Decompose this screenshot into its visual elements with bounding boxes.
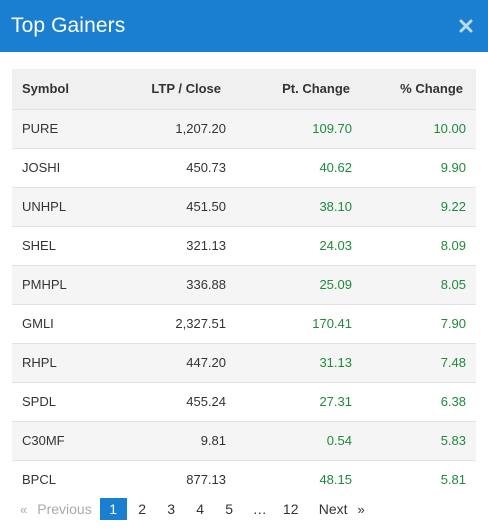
- header-pct-change[interactable]: % Change: [400, 81, 463, 97]
- header-ltp[interactable]: LTP / Close: [151, 81, 221, 97]
- cell-ltp: 336.88: [186, 277, 226, 292]
- cell-ltp: 9.81: [200, 433, 226, 448]
- table-row[interactable]: PMHPL 336.88 25.09 8.05: [12, 265, 476, 304]
- close-icon[interactable]: [456, 16, 476, 36]
- cell-ltp: 455.24: [186, 394, 226, 409]
- cell-symbol: JOSHI: [22, 160, 61, 175]
- table-row[interactable]: GMLI 2,327.51 170.41 7.90: [12, 304, 476, 343]
- pagination: « Previous 1 2 3 4 5 … 12 Next »: [12, 498, 369, 520]
- cell-pt-change: 48.15: [319, 472, 352, 488]
- cell-pct-change: 10.00: [433, 121, 466, 136]
- previous-page-button[interactable]: « Previous: [12, 498, 100, 520]
- cell-symbol: SPDL: [22, 394, 56, 409]
- cell-pt-change: 40.62: [319, 160, 352, 175]
- cell-symbol: GMLI: [22, 316, 54, 331]
- cell-pt-change: 27.31: [319, 394, 352, 409]
- cell-pt-change: 31.13: [319, 355, 352, 370]
- previous-chevron-icon: «: [20, 501, 28, 517]
- cell-symbol: SHEL: [22, 238, 56, 253]
- modal-title: Top Gainers: [11, 14, 126, 37]
- table-row[interactable]: SHEL 321.13 24.03 8.09: [12, 226, 476, 265]
- page-5-button[interactable]: 5: [225, 501, 234, 517]
- cell-pct-change: 8.05: [440, 277, 466, 292]
- gainers-table-container: Symbol LTP / Close Pt. Change % Change P…: [12, 69, 476, 499]
- next-label: Next: [318, 501, 348, 517]
- next-page-button[interactable]: Next »: [309, 498, 369, 520]
- cell-pt-change: 0.54: [326, 433, 352, 448]
- cell-pct-change: 7.90: [440, 316, 466, 331]
- previous-label: Previous: [37, 501, 92, 517]
- cell-pt-change: 109.70: [312, 121, 352, 136]
- cell-symbol: PMHPL: [22, 277, 67, 292]
- cell-ltp: 450.73: [186, 160, 226, 175]
- close-icon-glyph: [459, 19, 473, 33]
- page-2-button[interactable]: 2: [138, 501, 147, 517]
- cell-pt-change: 170.41: [312, 316, 352, 331]
- gainers-table: Symbol LTP / Close Pt. Change % Change P…: [12, 69, 476, 499]
- cell-symbol: C30MF: [22, 433, 65, 448]
- next-chevron-icon: »: [357, 501, 365, 517]
- cell-ltp: 321.13: [186, 238, 226, 253]
- table-header-row: Symbol LTP / Close Pt. Change % Change: [12, 69, 476, 109]
- cell-ltp: 877.13: [186, 472, 226, 488]
- cell-pt-change: 38.10: [319, 199, 352, 214]
- table-row[interactable]: C30MF 9.81 0.54 5.83: [12, 421, 476, 460]
- cell-pct-change: 5.83: [440, 433, 466, 448]
- page-3-button[interactable]: 3: [167, 501, 176, 517]
- cell-pct-change: 9.90: [440, 160, 466, 175]
- cell-pct-change: 5.81: [440, 472, 466, 488]
- cell-pct-change: 9.22: [440, 199, 466, 214]
- cell-ltp: 447.20: [186, 355, 226, 370]
- cell-pct-change: 8.09: [440, 238, 466, 253]
- cell-symbol: UNHPL: [22, 199, 67, 214]
- page-4-button[interactable]: 4: [196, 501, 205, 517]
- cell-pct-change: 6.38: [440, 394, 466, 409]
- cell-symbol: RHPL: [22, 355, 57, 370]
- cell-ltp: 2,327.51: [175, 316, 226, 331]
- cell-ltp: 451.50: [186, 199, 226, 214]
- table-row[interactable]: PURE 1,207.20 109.70 10.00: [12, 109, 476, 148]
- cell-pct-change: 7.48: [440, 355, 466, 370]
- cell-pt-change: 24.03: [319, 238, 352, 253]
- table-row[interactable]: BPCL 877.13 48.15 5.81: [12, 460, 476, 499]
- cell-symbol: BPCL: [22, 472, 56, 488]
- cell-symbol: PURE: [22, 121, 59, 136]
- page-12-button[interactable]: 12: [282, 501, 299, 517]
- table-row[interactable]: RHPL 447.20 31.13 7.48: [12, 343, 476, 382]
- header-symbol[interactable]: Symbol: [22, 81, 69, 97]
- cell-ltp: 1,207.20: [175, 121, 226, 136]
- table-row[interactable]: SPDL 455.24 27.31 6.38: [12, 382, 476, 421]
- cell-pt-change: 25.09: [319, 277, 352, 292]
- header-pt-change[interactable]: Pt. Change: [282, 81, 350, 97]
- page-1-button[interactable]: 1: [99, 498, 127, 520]
- modal-header: Top Gainers: [0, 0, 488, 52]
- table-row[interactable]: JOSHI 450.73 40.62 9.90: [12, 148, 476, 187]
- pagination-ellipsis: …: [252, 501, 267, 517]
- table-row[interactable]: UNHPL 451.50 38.10 9.22: [12, 187, 476, 226]
